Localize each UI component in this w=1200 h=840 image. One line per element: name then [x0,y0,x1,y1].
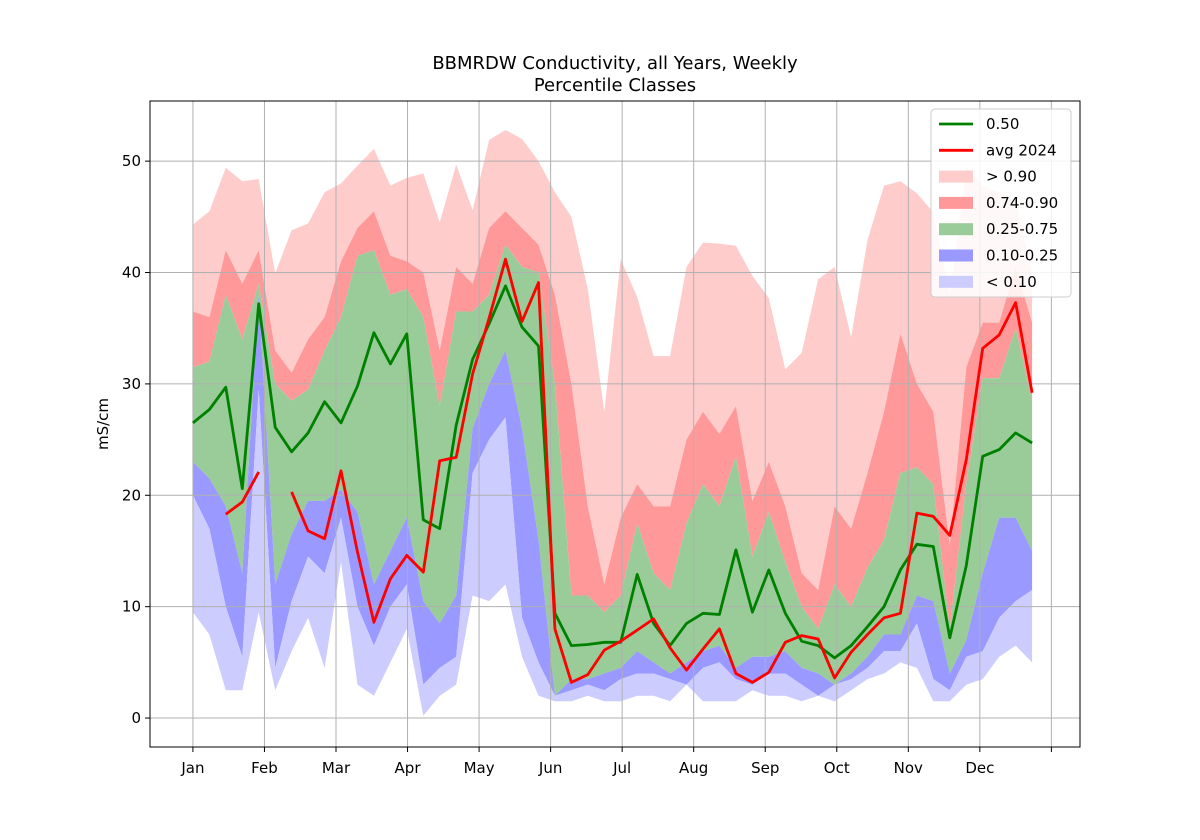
legend-label-1: avg 2024 [986,141,1057,159]
legend-label-3: 0.74-0.90 [986,194,1058,212]
plot-frame [149,100,1081,748]
legend-label-6: < 0.10 [986,273,1037,291]
legend-swatch-3 [939,196,973,209]
y-axis: 0 10 20 30 40 50 [122,152,150,727]
x-tick-label-1: Feb [251,759,278,777]
x-tick-label-11: Dec [965,759,994,777]
y-tick-label-3: 30 [122,375,141,393]
legend-label-2: > 0.90 [986,168,1037,186]
series-lines [192,257,1034,684]
y-tick-label-5: 50 [122,152,141,170]
chart-title: BBMRDW Conductivity, all Years, Weekly P… [432,53,798,96]
x-tick-label-3: Apr [395,759,422,777]
legend-label-4: 0.25-0.75 [986,220,1058,238]
x-axis: Jan Feb Mar Apr May Jun Jul Aug Sep Oct Nov Dec [180,747,1052,777]
legend-swatch-2 [939,170,973,183]
legend-label-5: 0.10-0.25 [986,247,1058,265]
x-tick-label-4: May [464,759,495,777]
x-tick-label-6: Jul [612,759,631,777]
chart-title-line-2: Percentile Classes [534,75,696,96]
series-line-1 [224,257,1034,684]
x-tick-label-7: Aug [679,759,708,777]
band-4 [192,389,1033,716]
x-tick-label-2: Mar [322,759,351,777]
band-2 [192,244,1033,696]
y-tick-label-1: 10 [122,598,141,616]
legend-swatch-6 [939,275,973,288]
band-1 [192,211,1033,629]
legend-label-0: 0.50 [986,115,1019,133]
y-tick-label-4: 40 [122,264,141,282]
chart-title-line-1: BBMRDW Conductivity, all Years, Weekly [432,53,798,74]
band-0 [192,130,1033,590]
x-tick-label-8: Sep [751,759,779,777]
y-tick-label-0: 0 [131,709,141,727]
x-tick-label-0: Jan [180,759,204,777]
x-tick-label-5: Jun [538,759,562,777]
legend-swatch-5 [939,249,973,262]
series-line-0 [192,284,1033,660]
x-tick-label-9: Oct [824,759,850,777]
legend-swatch-4 [939,223,973,236]
grid-lines [150,101,1080,747]
band-3 [192,294,1033,696]
y-tick-label-2: 20 [122,486,141,504]
percentile-bands [192,130,1033,716]
x-tick-label-10: Nov [894,759,923,777]
y-axis-label: mS/cm [94,398,112,450]
legend: 0.50 avg 2024 > 0.90 0.74-0.90 0.25-0.75 0.10… [930,108,1072,298]
